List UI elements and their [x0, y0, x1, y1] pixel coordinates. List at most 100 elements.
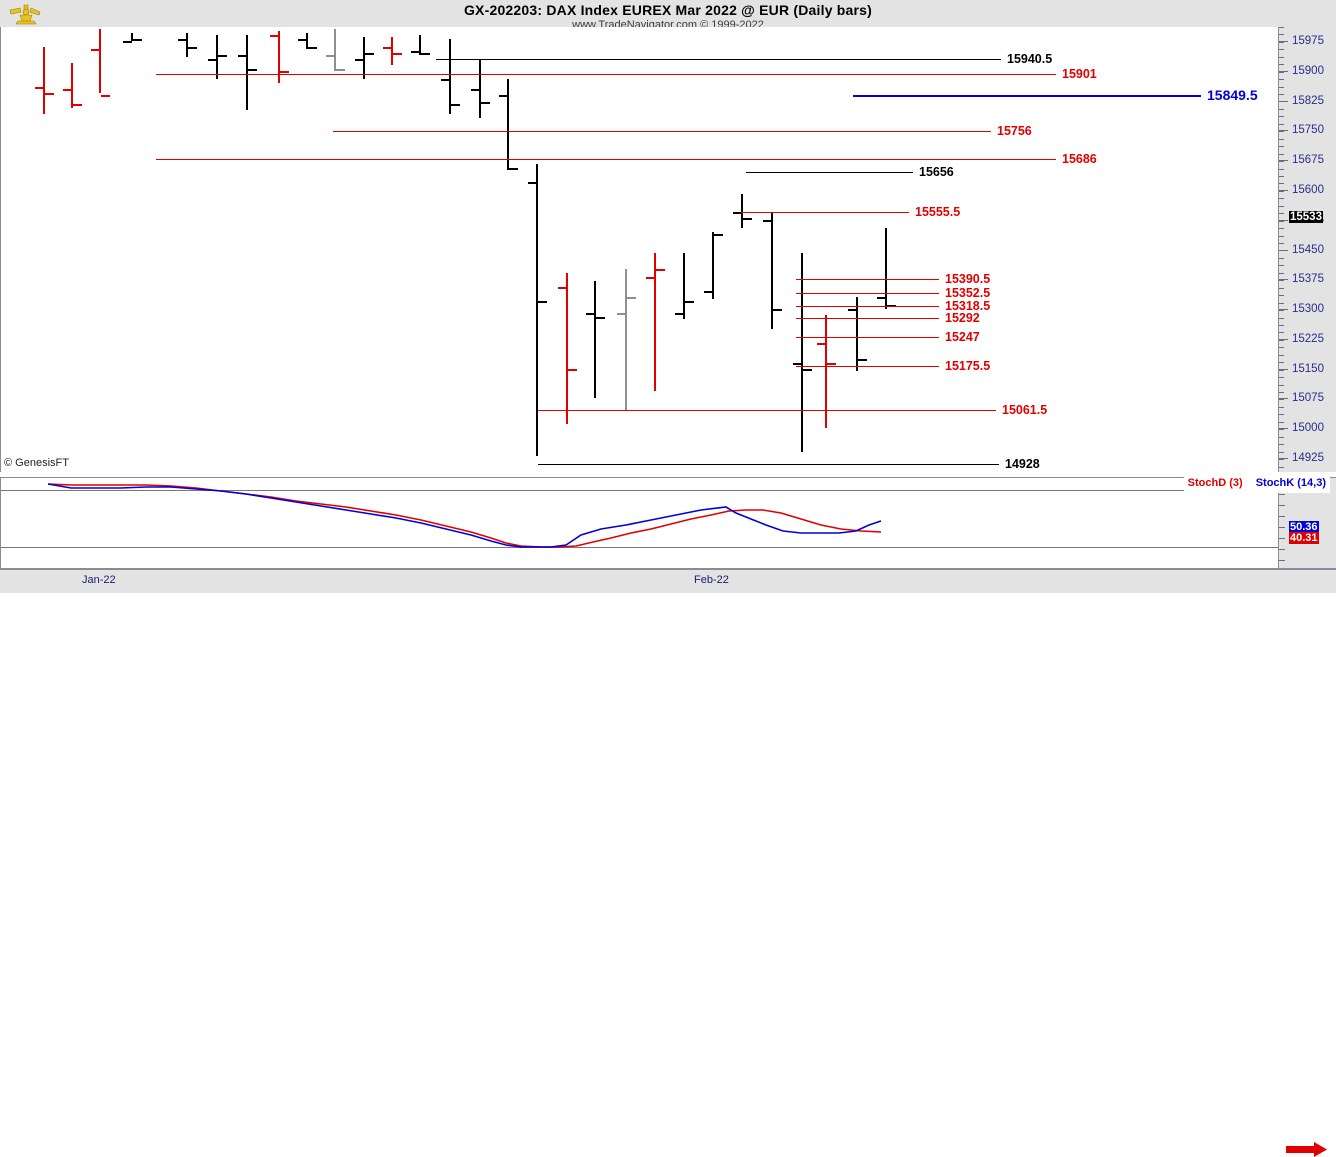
price-level-label[interactable]: 15352.5: [945, 286, 991, 300]
price-level-line[interactable]: [156, 159, 1056, 160]
ohlc-open-tick: [877, 297, 886, 300]
price-level-label[interactable]: 15061.5: [1002, 403, 1048, 417]
ohlc-bar[interactable]: [306, 32, 308, 49]
ohlc-bar[interactable]: [449, 38, 451, 115]
ohlc-bar[interactable]: [131, 32, 133, 41]
price-level-line[interactable]: [853, 95, 1201, 97]
ohlc-bar[interactable]: [741, 193, 743, 228]
price-chart-pane[interactable]: 15940.5 15901 15849.5 15756 15686 15656 15555.…: [0, 27, 1279, 472]
ohlc-close-tick: [101, 94, 110, 97]
price-axis-label: 15000: [1292, 422, 1324, 435]
price-axis[interactable]: 1597515900158251575015675156001552515450…: [1278, 27, 1336, 472]
ohlc-bar[interactable]: [507, 78, 509, 171]
axis-tick: [1279, 160, 1288, 162]
ohlc-bar[interactable]: [654, 253, 656, 391]
ohlc-bar[interactable]: [43, 46, 45, 115]
ohlc-bar[interactable]: [801, 253, 803, 453]
axis-minor-tick: [1279, 272, 1284, 274]
axis-minor-tick: [1279, 27, 1284, 28]
axis-minor-tick: [1279, 86, 1284, 88]
price-level-line[interactable]: [741, 212, 909, 213]
price-axis-label: 15900: [1292, 64, 1324, 77]
ohlc-bar[interactable]: [363, 36, 365, 79]
price-level-line[interactable]: [796, 366, 939, 367]
price-level-label[interactable]: 15318.5: [945, 299, 991, 313]
stochastic-indicator-pane[interactable]: [0, 477, 1279, 569]
ohlc-bar[interactable]: [594, 281, 596, 399]
price-level-line[interactable]: [796, 293, 939, 294]
ohlc-bar[interactable]: [216, 34, 218, 79]
price-level-label[interactable]: 14928: [1005, 457, 1040, 471]
price-level-label[interactable]: 15849.5: [1207, 87, 1258, 103]
axis-minor-tick: [1279, 101, 1284, 103]
ohlc-bar[interactable]: [566, 273, 568, 425]
ohlc-open-tick: [355, 58, 364, 61]
ohlc-bar[interactable]: [712, 231, 714, 300]
ohlc-bar[interactable]: [771, 211, 773, 329]
ohlc-bar[interactable]: [71, 62, 73, 109]
indicator-axis-tick: [1279, 538, 1285, 539]
indicator-gridline: [1, 490, 1279, 491]
price-level-label[interactable]: 15686: [1062, 152, 1097, 166]
ohlc-bar[interactable]: [186, 32, 188, 57]
ohlc-bar[interactable]: [246, 34, 248, 111]
price-level-line[interactable]: [796, 337, 939, 338]
price-level-line[interactable]: [796, 318, 939, 319]
price-level-line[interactable]: [436, 59, 1001, 60]
ohlc-open-tick: [675, 313, 684, 316]
ohlc-bar[interactable]: [885, 227, 887, 310]
axis-minor-tick: [1279, 131, 1284, 133]
ohlc-bar[interactable]: [856, 297, 858, 371]
axis-minor-tick: [1279, 34, 1284, 36]
indicator-value-tag: 40.31: [1289, 532, 1319, 544]
price-level-line[interactable]: [746, 172, 913, 173]
ohlc-bar[interactable]: [334, 28, 336, 71]
ohlc-bar[interactable]: [536, 164, 538, 457]
ohlc-open-tick: [558, 287, 567, 290]
price-level-label[interactable]: 15555.5: [915, 205, 961, 219]
axis-minor-tick: [1279, 257, 1284, 259]
ohlc-close-tick: [73, 104, 82, 107]
ohlc-bar[interactable]: [825, 315, 827, 429]
price-level-line[interactable]: [538, 410, 996, 411]
axis-tick: [1279, 40, 1288, 42]
scroll-right-arrow[interactable]: [1286, 1142, 1328, 1157]
price-level-line[interactable]: [796, 279, 939, 280]
price-level-label[interactable]: 15901: [1062, 67, 1097, 81]
price-level-label[interactable]: 15175.5: [945, 359, 991, 373]
price-level-label[interactable]: 15940.5: [1007, 52, 1053, 66]
date-axis[interactable]: Jan-22 Feb-22: [0, 568, 1336, 1157]
ohlc-bar[interactable]: [391, 36, 393, 65]
price-level-label[interactable]: 15292: [945, 311, 980, 325]
ohlc-bar[interactable]: [419, 34, 421, 55]
ohlc-bar[interactable]: [479, 58, 481, 119]
price-axis-label: 15375: [1292, 273, 1324, 286]
price-level-label[interactable]: 15390.5: [945, 272, 991, 286]
ohlc-open-tick: [35, 86, 44, 89]
ohlc-bar[interactable]: [683, 253, 685, 320]
price-level-line[interactable]: [156, 74, 1056, 75]
ohlc-open-tick: [178, 38, 187, 41]
ohlc-close-tick: [308, 46, 317, 49]
price-level-label[interactable]: 15656: [919, 165, 954, 179]
current-price-marker: 15533: [1289, 210, 1323, 223]
ohlc-bar[interactable]: [99, 28, 101, 93]
price-axis-label: 15450: [1292, 243, 1324, 256]
axis-minor-tick: [1279, 161, 1284, 163]
ohlc-open-tick: [411, 50, 420, 53]
price-level-line[interactable]: [796, 306, 939, 307]
indicator-axis-tick: [1279, 505, 1285, 506]
price-level-label[interactable]: 15247: [945, 330, 980, 344]
price-level-line[interactable]: [333, 131, 991, 132]
price-axis-label: 15975: [1292, 34, 1324, 47]
genesis-copyright: © GenesisFT: [4, 457, 69, 469]
ohlc-bar[interactable]: [278, 30, 280, 83]
axis-minor-tick: [1279, 183, 1284, 185]
axis-minor-tick: [1279, 444, 1284, 446]
ohlc-close-tick: [596, 317, 605, 320]
axis-minor-tick: [1279, 369, 1284, 371]
axis-minor-tick: [1279, 384, 1284, 386]
ohlc-bar[interactable]: [625, 269, 627, 411]
price-level-line[interactable]: [538, 464, 999, 465]
price-level-label[interactable]: 15756: [997, 124, 1032, 138]
